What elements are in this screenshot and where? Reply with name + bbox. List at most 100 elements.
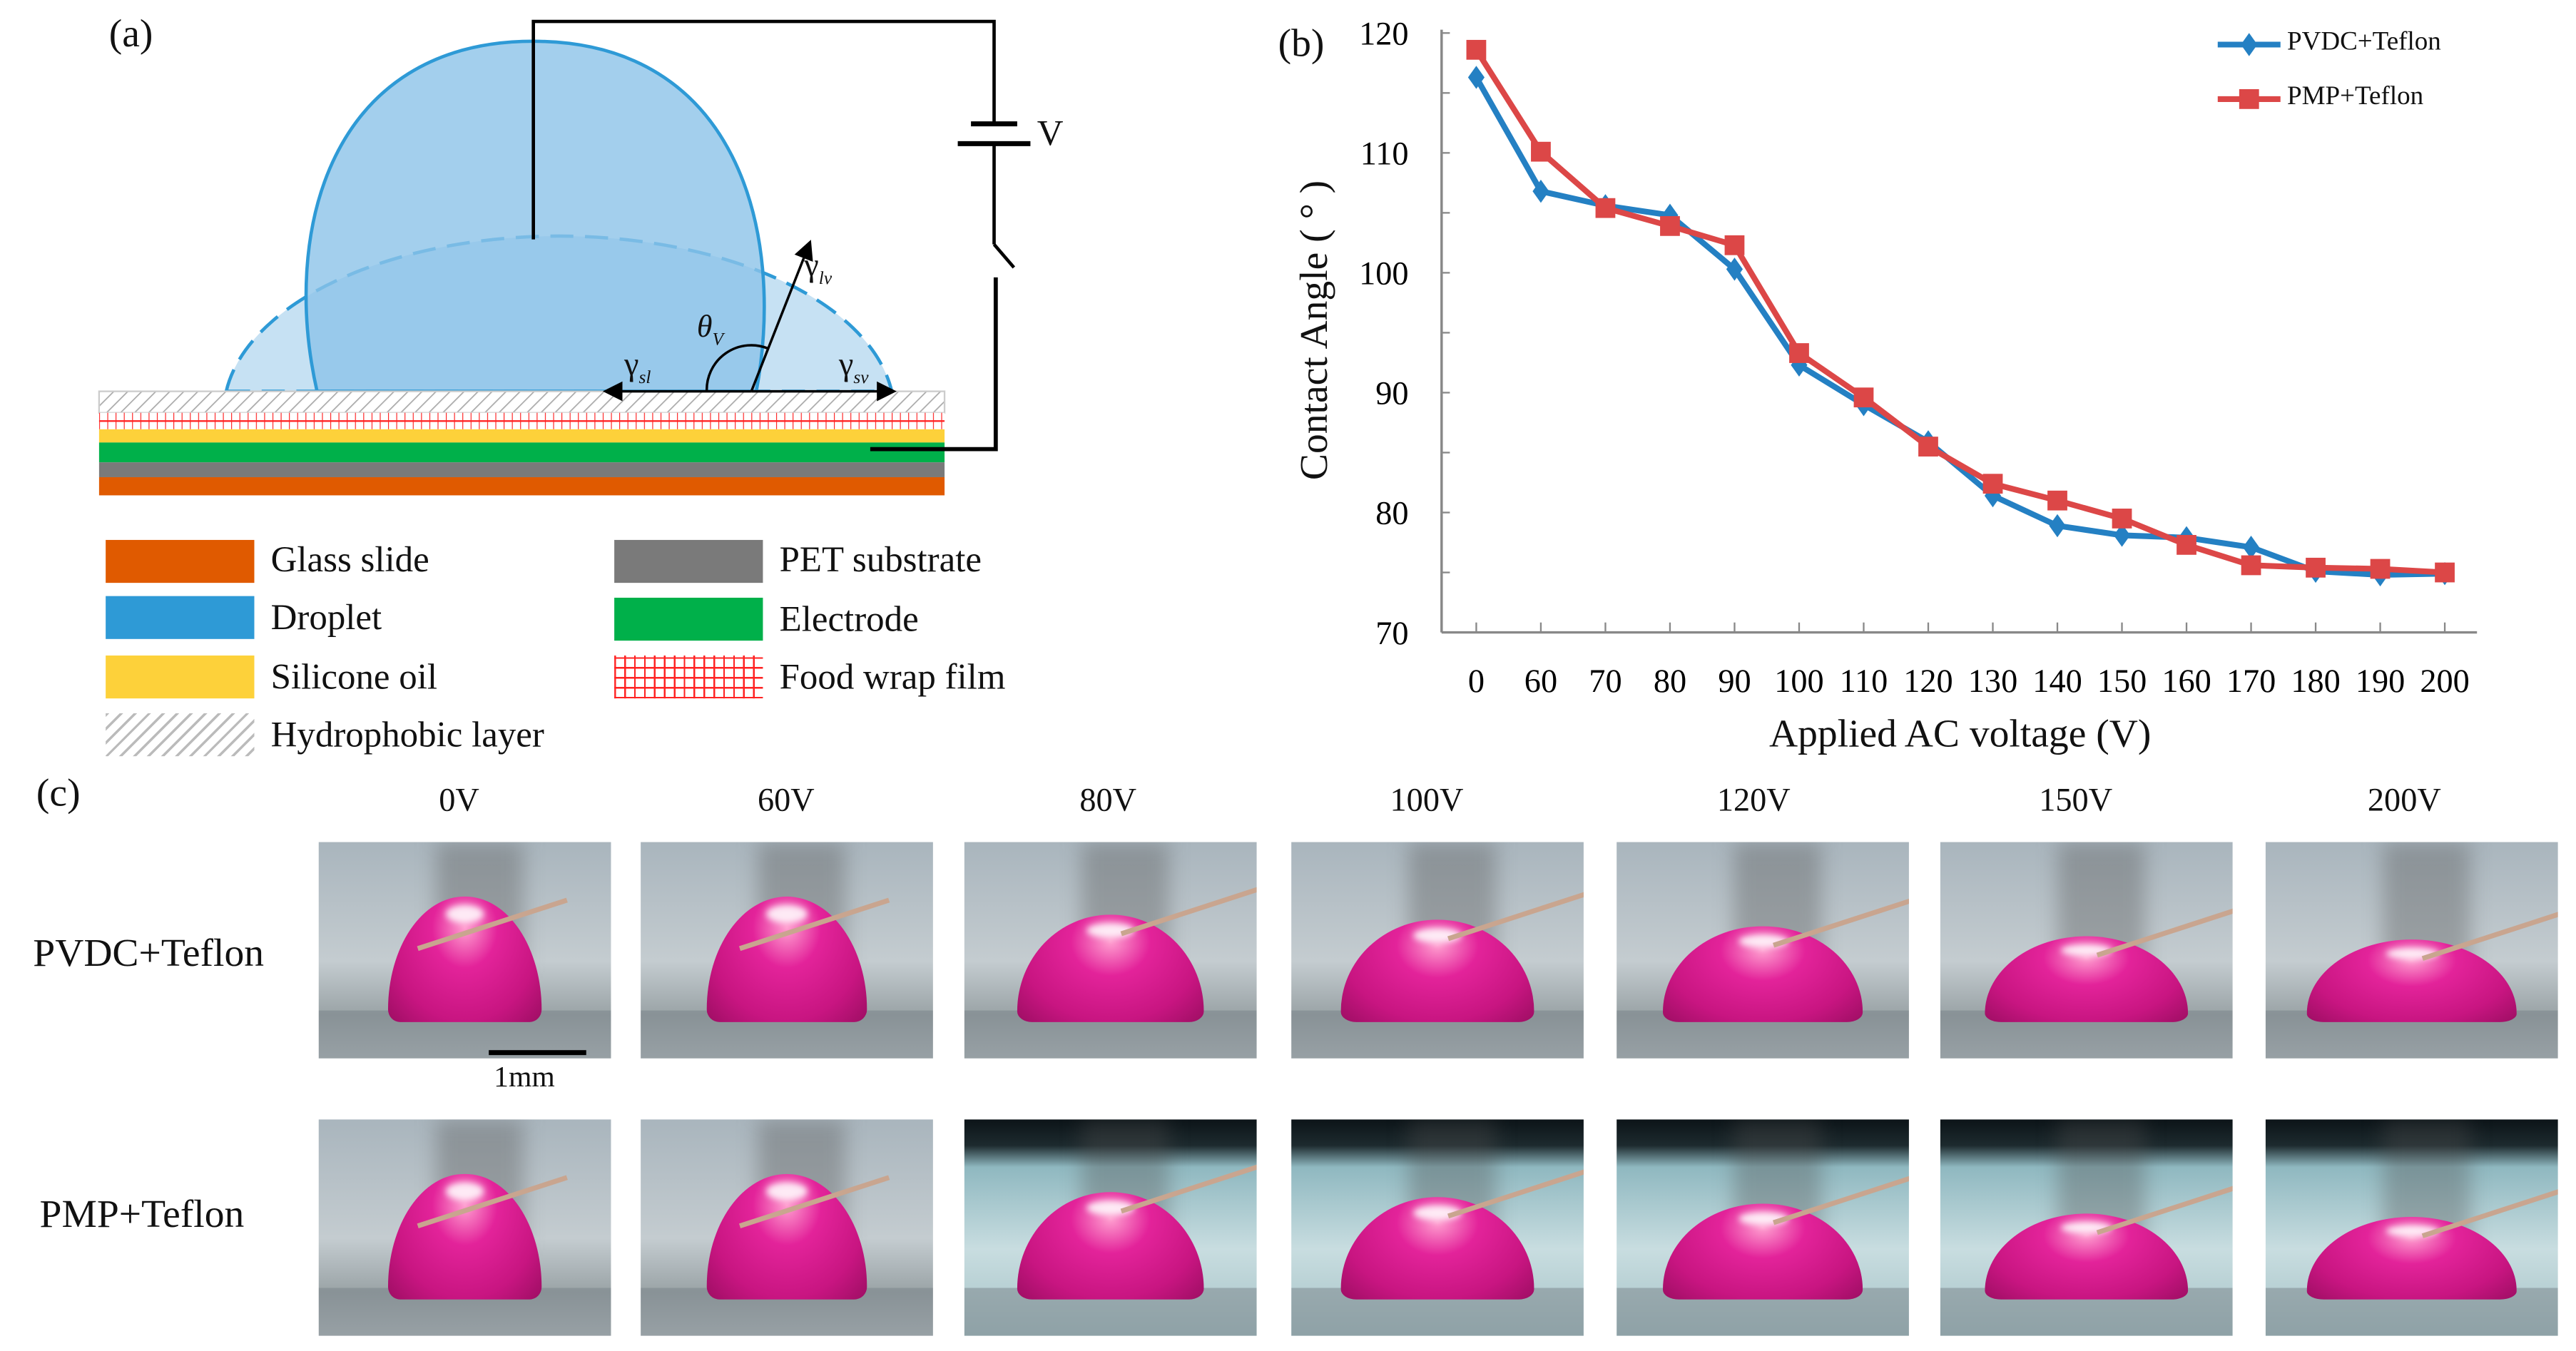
x-tick-label: 130 [1968,663,2017,700]
glass-layer [98,476,945,496]
data-point-square [1466,39,1487,60]
gamma-lv-label: γlv [804,248,833,290]
data-point-square [2241,555,2261,576]
hydrophobic-layer [98,390,946,414]
droplet-photo [641,842,933,1059]
droplet-photo [1617,842,1909,1059]
droplet-photo [641,1119,933,1336]
column-header: 100V [1390,782,1464,820]
photo-detail [766,1182,808,1200]
legend-label: Food wrap film [779,655,1006,697]
droplet-photo [318,842,611,1059]
photo-detail [766,904,808,923]
legend-swatch-droplet [106,596,255,639]
data-point-square [1918,437,1938,457]
x-tick-label: 150 [2097,663,2147,700]
droplet-photo [2265,842,2558,1059]
row-label-pvdc: PVDC+Teflon [33,932,265,977]
legend-swatch-hydrophobic [106,713,255,757]
data-point-square [2370,559,2391,579]
x-tick-label: 190 [2356,663,2405,700]
legend-label: Droplet [270,596,382,638]
photo-detail [445,904,484,923]
x-tick-label: 180 [2291,663,2340,700]
column-header: 80V [1079,782,1137,820]
y-tick-label: 70 [1375,616,1408,652]
x-tick-label: 120 [1903,663,1953,700]
legend-label: PET substrate [779,538,982,580]
y-tick-label: 90 [1375,376,1408,412]
droplet-photo [1291,842,1584,1059]
legend-label-pmp: PMP+Teflon [2286,82,2424,111]
data-point-square [1531,141,1551,162]
data-point-diamond [2242,536,2260,559]
legend-marker-square [2239,88,2259,109]
data-point-square [2435,562,2455,583]
legend-label: Glass slide [270,538,429,580]
column-header: 200V [2367,782,2441,820]
data-point-square [2047,490,2067,511]
column-header: 120V [1716,782,1791,820]
data-point-diamond [2049,514,2066,538]
gamma-sv-label: γsv [838,347,869,388]
voltage-label: V [1037,112,1064,154]
y-tick-label: 100 [1359,256,1408,292]
x-tick-label: 140 [2032,663,2082,700]
panel-b-label: (b) [1278,23,1325,66]
circuit-wire [531,19,996,240]
x-tick-label: 90 [1718,663,1751,700]
scale-bar [489,1050,586,1056]
x-axis-label: Applied AC voltage (V) [1768,713,2152,757]
x-tick-label: 0 [1468,663,1485,700]
data-point-square [1724,235,1745,255]
legend-label: Silicone oil [270,655,438,697]
data-point-diamond [2113,524,2131,547]
data-point-square [1789,343,1809,363]
theta-v-label: θV [696,310,724,350]
y-tick-label: 80 [1375,496,1408,532]
photo-detail [445,1182,484,1200]
x-tick-label: 60 [1524,663,1557,700]
legend-label: Electrode [779,597,919,639]
droplet-photo [1617,1119,1909,1336]
contact-angle-chart: 120 110 100 90 80 70 0 60 70 80 90 100 110 120 130 140 1… [1359,16,2478,700]
scale-bar-label: 1mm [494,1060,555,1093]
droplet-photo [2265,1119,2558,1336]
series-line-pmp [1474,48,2445,576]
column-header: 150V [2039,782,2113,820]
droplet-photo [1940,1119,2233,1336]
droplet-photo [318,1119,611,1336]
x-tick-label: 160 [2162,663,2211,700]
data-point-square [2177,534,2196,555]
y-tick-label: 120 [1359,16,1408,52]
column-header: 0V [439,782,479,820]
x-tick-label: 70 [1589,663,1622,700]
legend-swatch-food-wrap [614,655,763,699]
data-point-square [1853,387,1874,408]
legend-label: Hydrophobic layer [270,713,544,755]
data-point-diamond [1532,179,1549,203]
legend-marker-diamond [2241,33,2258,56]
data-point-square [2306,557,2326,578]
x-tick-label: 110 [1840,663,1888,700]
y-tick-label: 110 [1360,136,1409,173]
gamma-sl-label: γsl [623,347,651,388]
panel-a-label: (a) [108,13,153,56]
silicone-oil-layer [98,429,945,443]
x-tick-label: 170 [2226,663,2276,700]
data-point-square [1660,215,1680,236]
panel-c-label: (c) [36,773,81,816]
switch-icon [992,243,1016,269]
y-axis-label: Contact Angle ( ° ) [1293,180,1337,481]
legend-swatch-glass [106,539,255,583]
legend-swatch-silicone [106,655,255,699]
droplet-photo [964,1119,1257,1336]
x-tick-label: 100 [1774,663,1823,700]
food-wrap-layer [98,412,945,429]
legend-swatch-pet [614,539,763,583]
electrode-layer [98,442,945,463]
series-line-pvdc [1473,76,2445,578]
electrowetting-schematic [98,19,1031,496]
legend-label-pvdc: PVDC+Teflon [2286,28,2441,56]
